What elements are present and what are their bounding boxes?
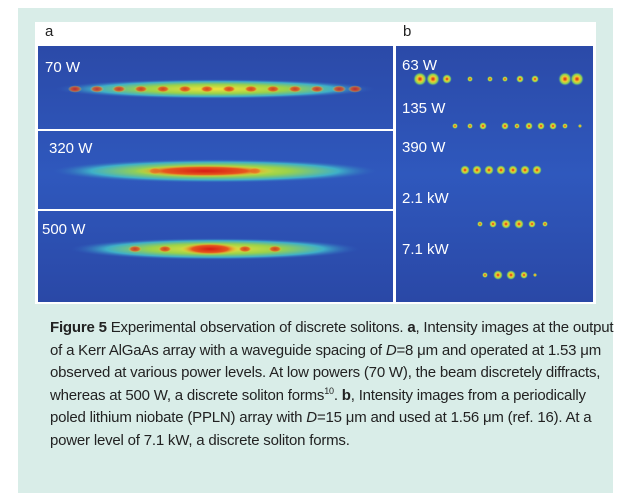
soliton-spot [537,122,545,130]
soliton-spot [479,122,487,130]
soliton-spot [442,74,452,84]
power-label: 390 W [402,139,446,156]
beam-spot [268,246,282,253]
soliton-spot [493,270,503,280]
power-label: 7.1 kW [402,241,450,258]
beam-spot [128,246,142,253]
soliton-spot [533,273,537,277]
soliton-spot [413,72,427,86]
beam-spot [310,86,324,93]
beam-spot [348,86,362,93]
caption-text: . [334,387,342,404]
soliton-spot [472,165,482,175]
soliton-spot [558,72,572,86]
soliton-spot [542,221,548,227]
soliton-spot [531,75,539,83]
caption-text: b [342,387,351,404]
soliton-spot [502,76,508,82]
soliton-spot [460,165,470,175]
caption: Figure 5 Experimental observation of dis… [50,317,618,452]
figure-box: a b 70 W 320 W 500 W 63 W 135 W 390 W 2.1 kW 7.… [18,8,613,493]
soliton-spot [487,76,493,82]
soliton-spot [508,165,518,175]
soliton-spot [570,72,584,86]
soliton-spot [520,165,530,175]
soliton-spot [426,72,440,86]
power-label: 70 W [45,59,81,76]
soliton-spot [532,165,542,175]
soliton-spot [549,122,557,130]
soliton-spot [489,220,497,228]
soliton-spot [496,165,506,175]
beam-spot [288,86,302,93]
soliton-spot [520,271,528,279]
beam-spot [158,246,172,253]
beam-spot [238,246,252,253]
caption-text: D [306,409,317,426]
soliton-spot [467,123,473,129]
panel-label: a [45,23,54,40]
power-label: 135 W [402,100,446,117]
soliton-spot [482,272,488,278]
beam-spot [244,86,258,93]
soliton-spot [477,221,483,227]
beam-spot [134,86,148,93]
power-label: 63 W [402,57,438,74]
beam-core [180,243,240,255]
caption-text: Figure 5 [50,319,107,336]
power-label: 500 W [42,221,86,238]
soliton-spot [501,122,509,130]
power-label: 320 W [49,140,93,157]
soliton-spot [506,270,516,280]
figure-image: a b 70 W 320 W 500 W 63 W 135 W 390 W 2.1 kW 7.… [35,22,596,304]
beam-spot [90,86,104,93]
beam-spot [200,86,214,93]
soliton-spot [525,122,533,130]
panel-label: b [403,23,411,40]
beam-core [135,165,275,177]
soliton-spot [514,123,520,129]
soliton-spot [516,75,524,83]
soliton-spot [501,219,511,229]
caption-text: 10 [324,386,334,396]
beam-spot [178,86,192,93]
soliton-spot [452,123,458,129]
beam-spot [112,86,126,93]
page: {"figure": { "panel_a": {"label": "a", "… [0,0,625,497]
beam-spot [68,86,82,93]
beam-spot [266,86,280,93]
power-label: 2.1 kW [402,190,450,207]
caption-text: Experimental observation of discrete sol… [107,319,408,336]
caption-text: D [386,342,397,359]
beam-spot [156,86,170,93]
beam-spot [222,86,236,93]
soliton-spot [467,76,473,82]
soliton-spot [514,219,524,229]
soliton-spot [528,220,536,228]
soliton-spot [562,123,568,129]
soliton-spot [484,165,494,175]
beam-spot [332,86,346,93]
soliton-spot [578,124,582,128]
